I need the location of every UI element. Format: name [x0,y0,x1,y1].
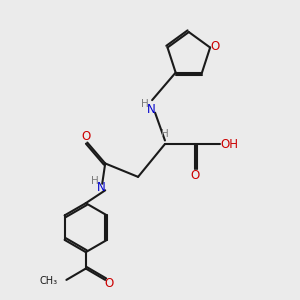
Text: O: O [190,169,200,182]
Text: N: N [97,181,106,194]
Text: H: H [161,129,169,139]
Text: N: N [147,103,156,116]
Text: O: O [81,130,90,143]
Text: H: H [91,176,99,186]
Text: H: H [141,99,149,109]
Text: CH₃: CH₃ [39,276,57,286]
Text: O: O [211,40,220,52]
Text: O: O [104,277,113,290]
Text: OH: OH [221,137,239,151]
